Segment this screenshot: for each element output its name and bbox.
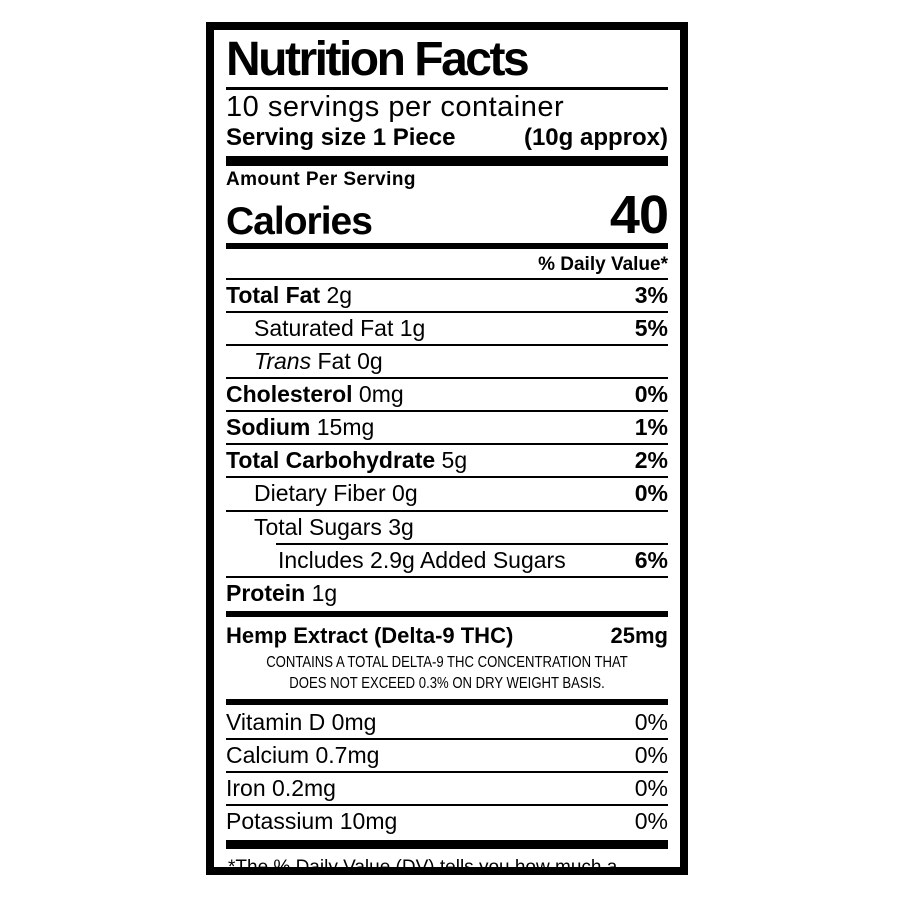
nutrient-row: Sodium 15mg 1% [226, 412, 668, 443]
heavy-divider [226, 840, 668, 850]
nutrient-name: Saturated Fat 1g [254, 314, 426, 341]
nutrient-daily-value: 0% [634, 708, 668, 735]
nutrient-amount: 1g [393, 314, 426, 341]
divider [226, 277, 668, 280]
nutrient-row: Total Fat 2g 3% [226, 280, 668, 311]
amount-per-serving-label: Amount Per Serving [226, 169, 416, 191]
nutrition-facts-label: Nutrition Facts 10 servings per containe… [206, 22, 688, 875]
divider [226, 343, 668, 346]
hemp-extract-row: Hemp Extract (Delta-9 THC) 25mg [226, 619, 668, 651]
vitamin-row: Calcium 0.7mg 0% [226, 740, 668, 771]
nutrient-daily-value: 2% [634, 447, 668, 474]
nutrient-row: Total Carbohydrate 5g 2% [226, 445, 668, 476]
divider [226, 410, 668, 413]
nutrient-amount: 0.7mg [309, 741, 380, 768]
nutrient-row: Cholesterol 0mg 0% [226, 379, 668, 410]
medium-divider [226, 242, 668, 249]
nutrient-amount: 1g [305, 579, 338, 606]
nutrient-name: Protein 1g [226, 579, 338, 606]
nutrient-name: Cholesterol 0mg [226, 381, 404, 408]
daily-value-header: % Daily Value* [538, 253, 668, 275]
nutrient-daily-value: 0% [634, 381, 668, 408]
nutrient-name: Total Carbohydrate 5g [226, 447, 468, 474]
vitamin-row: Iron 0.2mg 0% [226, 773, 668, 804]
calories-row: Calories 40 [226, 185, 669, 246]
nutrient-row: Saturated Fat 1g 5% [226, 313, 668, 344]
nutrient-amount: 2g [320, 281, 353, 308]
nutrient-name: Sodium 15mg [226, 414, 375, 441]
divider [226, 310, 668, 313]
nutrient-row: Protein 1g [226, 578, 668, 609]
nutrient-name: Includes 2.9g Added Sugars [278, 546, 566, 573]
nutrient-daily-value: 0% [634, 741, 668, 768]
thc-disclaimer: CONTAINS A TOTAL DELTA-9 THC CONCENTRATI… [266, 653, 628, 692]
divider [226, 737, 668, 740]
nutrient-amount: 5g [435, 447, 468, 474]
nutrient-name: Total Fat 2g [226, 281, 353, 308]
nutrient-row: Includes 2.9g Added Sugars 6% [226, 545, 668, 576]
servings-per-container: 10 servings per container [226, 90, 565, 123]
divider [226, 803, 668, 806]
vitamin-row: Vitamin D 0mg 0% [226, 707, 668, 738]
nutrient-daily-value: 0% [634, 774, 668, 801]
nutrient-amount: 10mg [333, 807, 398, 834]
nutrient-amount: 0.2mg [265, 774, 336, 801]
divider [226, 86, 668, 90]
nutrient-name: Potassium 10mg [226, 807, 398, 834]
nutrient-daily-value: 6% [634, 546, 668, 573]
nutrient-daily-value: 0% [634, 807, 668, 834]
nutrient-row: Total Sugars 3g [226, 512, 668, 543]
nutrient-daily-value: 3% [634, 281, 668, 308]
nutrient-amount: 0g [350, 347, 383, 374]
thick-divider [226, 156, 668, 167]
calories-label: Calories [226, 199, 373, 243]
nutrient-row: Dietary Fiber 0g 0% [226, 478, 668, 509]
serving-size-weight: (10g approx) [523, 124, 668, 152]
nutrient-name: Trans Fat 0g [254, 347, 383, 374]
vitamin-row: Potassium 10mg 0% [226, 806, 668, 837]
vitamins-list: Vitamin D 0mg 0% Calcium 0.7mg 0% Iron 0.2mg… [226, 707, 668, 838]
nutrients-list: Total Fat 2g 3% Saturated Fat 1g 5% Trans Fa… [226, 277, 668, 609]
nutrient-amount: 0mg [352, 381, 404, 408]
nutrient-name-italic: Trans [254, 347, 318, 374]
divider [226, 476, 668, 479]
label-title: Nutrition Facts [226, 33, 530, 86]
nutrient-daily-value: 1% [634, 414, 668, 441]
hemp-extract-amount: 25mg [610, 622, 668, 648]
nutrient-daily-value: 0% [634, 480, 668, 507]
medium-divider [226, 610, 668, 617]
nutrient-row: Trans Fat 0g [226, 346, 668, 377]
divider [226, 575, 668, 578]
daily-value-footnote: *The % Daily Value (DV) tells you how mu… [228, 857, 618, 875]
nutrient-amount: 15mg [310, 414, 375, 441]
nutrient-name: Vitamin D 0mg [226, 708, 377, 735]
serving-size-row: Serving size 1 Piece (10g approx) [226, 124, 668, 152]
divider [226, 770, 668, 773]
serving-size-label: Serving size 1 Piece [226, 124, 456, 152]
divider [276, 542, 668, 545]
nutrient-name: Dietary Fiber 0g [254, 480, 418, 507]
nutrient-amount: 0g [385, 480, 418, 507]
nutrient-amount: 0mg [325, 708, 377, 735]
nutrient-daily-value: 5% [634, 314, 668, 341]
nutrient-amount: 3g [381, 513, 414, 540]
nutrient-name: Calcium 0.7mg [226, 741, 380, 768]
divider [226, 377, 668, 380]
medium-divider [226, 698, 668, 705]
nutrient-name: Total Sugars 3g [254, 513, 414, 540]
divider [226, 509, 668, 512]
divider [226, 443, 668, 446]
calories-value: 40 [609, 185, 669, 246]
hemp-extract-name: Hemp Extract (Delta-9 THC) [226, 622, 514, 648]
nutrient-name: Iron 0.2mg [226, 774, 336, 801]
